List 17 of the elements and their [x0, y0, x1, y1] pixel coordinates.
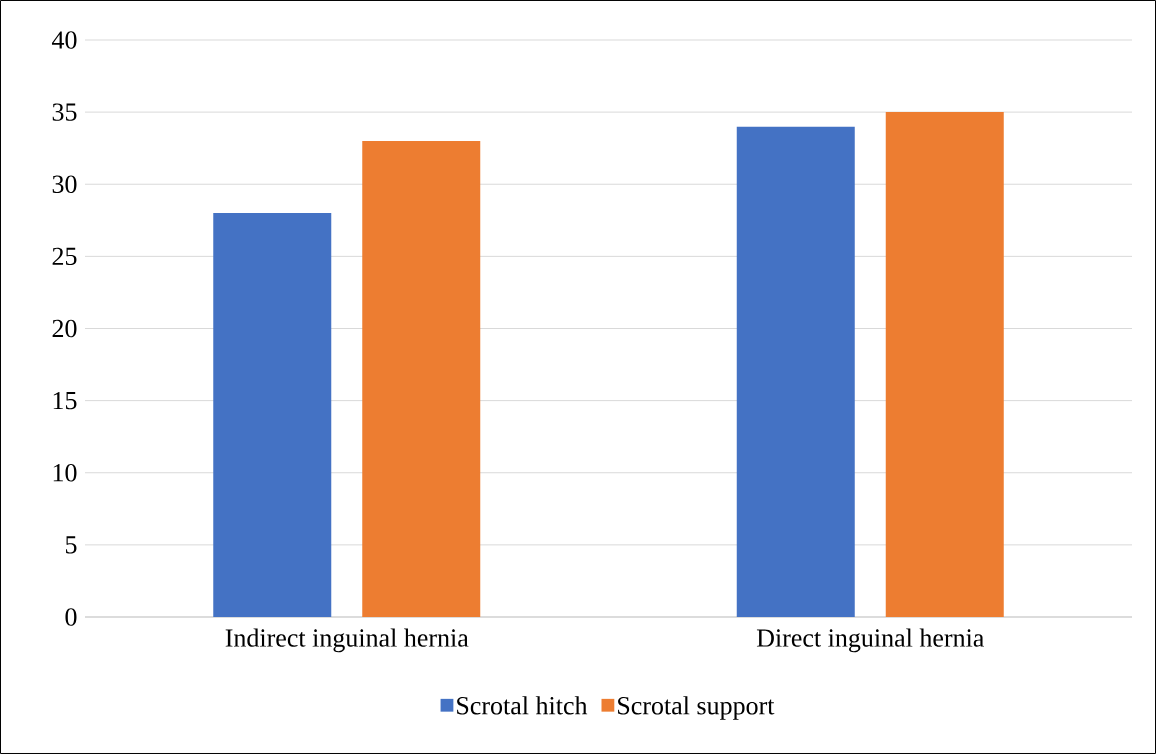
- bar: [213, 213, 332, 617]
- y-tick-label: 0: [65, 608, 77, 626]
- y-tick-label: 25: [52, 247, 77, 266]
- y-tick-label: 40: [51, 31, 77, 49]
- bar: [885, 112, 1004, 617]
- legend-label: Scrotal support: [618, 696, 775, 720]
- bar: [736, 126, 855, 617]
- y-tick-label: 20: [52, 319, 77, 338]
- y-tick-label: 30: [52, 175, 77, 194]
- y-tick-label: 10: [53, 463, 77, 482]
- x-tick-label: Indirect inguinal hernia: [225, 628, 469, 653]
- y-tick-label: 5: [65, 536, 77, 554]
- y-tick-label: 35: [52, 103, 77, 121]
- bar: [362, 140, 481, 617]
- y-tick-label: 15: [53, 391, 77, 410]
- x-tick-label: Direct inguinal hernia: [756, 628, 984, 653]
- legend-label: Scrotal hitch: [457, 696, 588, 715]
